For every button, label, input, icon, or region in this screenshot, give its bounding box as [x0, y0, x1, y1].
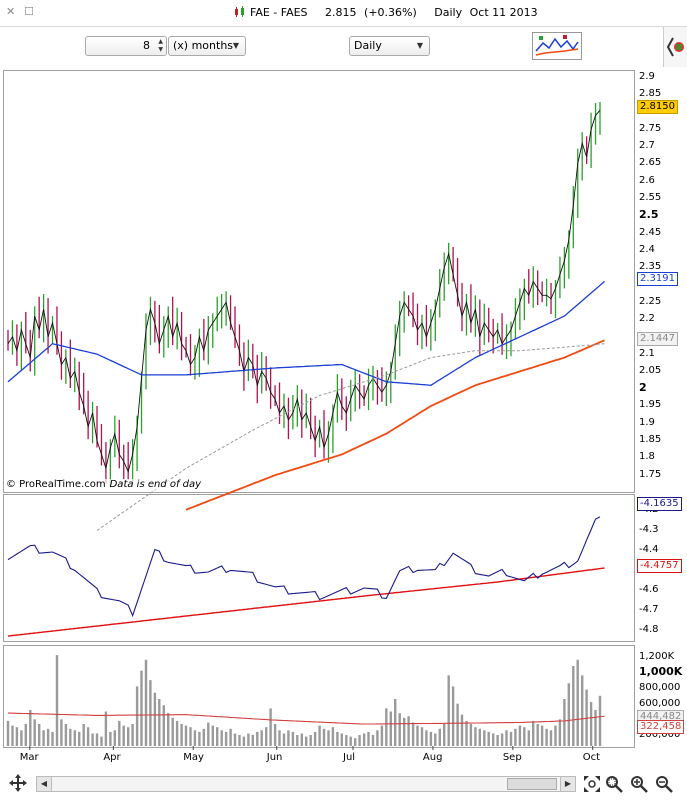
date-label: Oct 11 2013	[469, 6, 538, 19]
axis-tick-label: 2.4	[639, 243, 655, 255]
axis-tick-label: 2.85	[639, 88, 662, 100]
indicator-axis: -4.2-4.3-4.4-4.5-4.6-4.7-4.8-4.1635-4.47…	[635, 494, 687, 642]
axis-tick-label: 600,000	[639, 697, 681, 709]
axis-tick-label: 2.5	[639, 208, 659, 222]
candlestick-icon	[235, 6, 244, 17]
axis-tick-label: 1.85	[639, 434, 662, 446]
symbol-label: FAE - FAES	[250, 6, 308, 19]
period-value: 8	[143, 39, 150, 52]
horizontal-scrollbar[interactable]: ◀ ▶	[36, 776, 576, 792]
window-title-bar: ✕ ☐ FAE - FAES 2.815 (+0.36%) Daily Oct …	[0, 0, 687, 27]
drawing-tools-button[interactable]	[663, 27, 687, 67]
indicators-icon	[535, 35, 579, 56]
axis-tick-label: 1,000K	[639, 665, 683, 679]
month-tick-label: Oct	[582, 752, 601, 763]
axis-tick-label: 2.25	[639, 295, 662, 307]
maximize-icon[interactable]: ☐	[24, 5, 34, 18]
interval-select[interactable]: Daily ▼	[349, 36, 430, 56]
axis-tick-label: 2.35	[639, 261, 662, 273]
move-icon[interactable]	[8, 773, 28, 793]
axis-tick-label: 1.9	[639, 416, 655, 428]
watermark-note: Data is end of day	[109, 479, 202, 490]
axis-tick-label: -4.8	[639, 624, 659, 635]
drawing-tools-icon	[666, 37, 684, 57]
axis-tick-label: -4.6	[639, 584, 659, 595]
month-tick-label: May	[183, 752, 204, 763]
volume-panel[interactable]	[3, 645, 635, 748]
axis-tick-label: 800,000	[639, 682, 681, 694]
zoom-select-icon[interactable]	[605, 775, 623, 793]
indicators-button[interactable]	[532, 32, 582, 60]
last-value-tag: 2.1447	[637, 332, 678, 347]
month-tick-label: Aug	[422, 752, 443, 763]
zoom-in-icon[interactable]	[630, 775, 648, 793]
scroll-left-icon[interactable]: ◀	[37, 777, 52, 791]
period-unit-label: (x) months	[173, 39, 234, 52]
period-unit-select[interactable]: (x) months ▼	[168, 36, 246, 56]
scrollbar-thumb[interactable]	[507, 778, 557, 790]
interval-select-label: Daily	[354, 39, 382, 52]
axis-tick-label: -4.7	[639, 604, 659, 615]
axis-tick-label: 2.9	[639, 70, 655, 82]
price-axis: 2.9 2.85 2.75 2.7 2.65 2.6 2.55 2.5 2.45 2.4 2.35 2…	[635, 70, 687, 493]
axis-tick-label: 200,000	[639, 729, 681, 741]
toolbar: 8 ▲ ▼ (x) months ▼ Daily ▼	[0, 27, 687, 67]
axis-tick-label: 2.45	[639, 226, 662, 238]
axis-tick-label: 2.05	[639, 364, 662, 376]
axis-tick-label: 2.65	[639, 157, 662, 169]
axis-tick-label: 1.75	[639, 468, 662, 480]
last-value-tag: -4.1635	[637, 496, 682, 511]
last-value-tag: 2.3191	[637, 271, 678, 286]
chart-title: FAE - FAES 2.815 (+0.36%) Daily Oct 11 2…	[234, 6, 542, 19]
axis-tick-label: -4.4	[639, 544, 659, 555]
volume-axis: 1,200K 1,000K 800,000 600,000 200,000 444,482…	[635, 645, 687, 748]
watermark-site: © ProRealTime.com	[6, 479, 106, 490]
watermark: © ProRealTime.com Data is end of day	[6, 479, 202, 490]
price-label: 2.815	[325, 6, 357, 19]
chevron-down-icon: ▼	[416, 41, 423, 50]
chevron-down-icon: ▼	[232, 41, 239, 50]
month-tick-label: Apr	[103, 752, 121, 763]
axis-tick-label: 2.75	[639, 122, 662, 134]
axis-tick-label: 2.6	[639, 174, 655, 186]
axis-tick-label: 1.8	[639, 451, 655, 463]
last-value-tag: 2.8150	[637, 100, 678, 115]
indicator-panel[interactable]	[3, 494, 635, 642]
period-stepper[interactable]: 8 ▲ ▼	[85, 36, 167, 56]
price-panel[interactable]	[3, 70, 635, 493]
month-tick-label: Jul	[343, 752, 356, 763]
month-tick-label: Sep	[502, 752, 522, 763]
month-tick-label: Mar	[19, 752, 39, 763]
zoom-fit-icon[interactable]	[583, 775, 601, 793]
axis-tick-label: 2.7	[639, 140, 655, 152]
axis-tick-label: 2.2	[639, 313, 655, 324]
axis-tick-label: 2.1	[639, 347, 655, 359]
axis-tick-label: 2	[639, 381, 647, 395]
bottom-bar: ◀ ▶	[0, 768, 687, 800]
close-icon[interactable]: ✕	[6, 5, 16, 18]
last-value-tag: 322,458	[637, 719, 685, 734]
zoom-out-icon[interactable]	[655, 775, 673, 793]
last-value-tag: -4.4757	[637, 559, 682, 574]
change-label: (+0.36%)	[364, 6, 417, 19]
axis-tick-label: 2.55	[639, 191, 662, 203]
scroll-right-icon[interactable]: ▶	[560, 777, 575, 791]
month-tick-label: Jun	[266, 752, 283, 763]
stepper-arrows-icon[interactable]: ▲ ▼	[158, 38, 163, 53]
axis-tick-label: 1,200K	[639, 650, 675, 662]
axis-tick-label: 1.95	[639, 399, 662, 411]
axis-tick-label: -4.3	[639, 524, 659, 535]
interval-label: Daily	[434, 6, 463, 19]
